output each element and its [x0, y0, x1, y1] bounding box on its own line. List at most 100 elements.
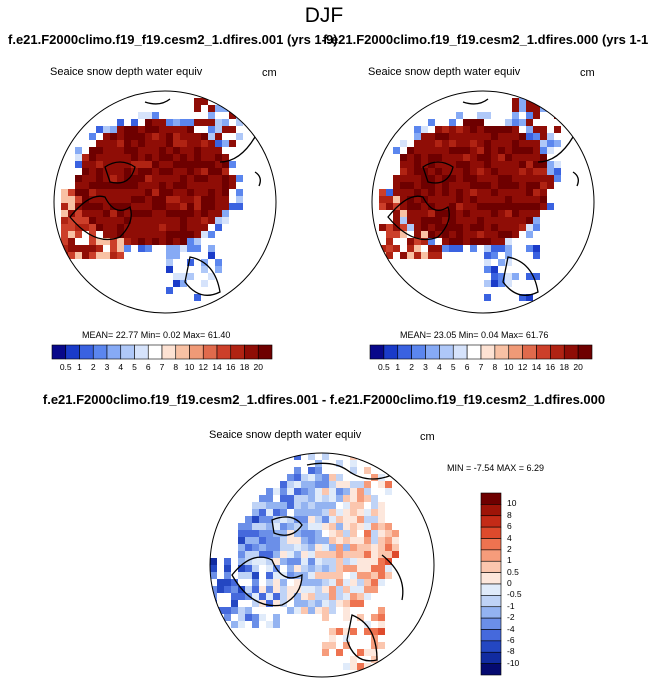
map-cell [89, 231, 96, 238]
map-cell [470, 196, 477, 203]
map-cell [124, 231, 131, 238]
map-cell [82, 210, 89, 217]
map-cell [224, 579, 231, 586]
map-cell [329, 488, 336, 495]
map-cell [386, 203, 393, 210]
map-cell [236, 203, 243, 210]
map-cell [287, 607, 294, 614]
map-cell [96, 126, 103, 133]
map-cell [378, 607, 385, 614]
map-cell [131, 182, 138, 189]
map-cell [491, 175, 498, 182]
map-cell [252, 516, 259, 523]
map-cell [152, 210, 159, 217]
map-cell [238, 593, 245, 600]
map-cell [421, 189, 428, 196]
map-cell [414, 161, 421, 168]
map-cell [110, 126, 117, 133]
map-cell [386, 224, 393, 231]
map-cell [173, 140, 180, 147]
map-cell [456, 175, 463, 182]
map-cell [393, 175, 400, 182]
map-cell [166, 161, 173, 168]
map-cell [428, 252, 435, 259]
map-cell [484, 112, 491, 119]
map-cell [145, 168, 152, 175]
map-cell [194, 217, 201, 224]
map-cell [238, 607, 245, 614]
coastline [346, 614, 378, 662]
map-cell [152, 189, 159, 196]
map-cell [357, 516, 364, 523]
map-cell [159, 133, 166, 140]
map-cell [238, 558, 245, 565]
map-cell [315, 488, 322, 495]
map-cell [194, 238, 201, 245]
map-cell [491, 210, 498, 217]
map-cell [201, 147, 208, 154]
map-cell [343, 523, 350, 530]
map-cell [393, 147, 400, 154]
map-cell [350, 656, 357, 663]
panel-1-colorbar-tick-label: 14 [212, 362, 222, 372]
map-cell [166, 266, 173, 273]
map-cell [166, 196, 173, 203]
map-cell [110, 147, 117, 154]
map-cell [210, 586, 217, 593]
coastline [144, 98, 171, 105]
map-cell [470, 119, 477, 126]
map-cell [287, 551, 294, 558]
map-cell [505, 126, 512, 133]
map-cell [301, 565, 308, 572]
map-cell [138, 224, 145, 231]
map-cell [512, 98, 519, 105]
map-cell [505, 273, 512, 280]
coastline [462, 98, 489, 105]
map-cell [470, 154, 477, 161]
map-cell [378, 663, 385, 670]
map-cell [201, 182, 208, 189]
map-cell [357, 488, 364, 495]
map-cell [350, 593, 357, 600]
map-cell [343, 544, 350, 551]
difference-units-label: cm [420, 431, 435, 443]
map-cell [166, 133, 173, 140]
map-cell [308, 495, 315, 502]
map-cell [357, 537, 364, 544]
map-cell [138, 231, 145, 238]
map-cell [138, 196, 145, 203]
map-cell [526, 112, 533, 119]
map-cell [308, 453, 315, 460]
map-cell [329, 495, 336, 502]
map-cell [273, 621, 280, 628]
map-cell [166, 238, 173, 245]
map-cell [215, 175, 222, 182]
map-cell [442, 140, 449, 147]
map-cell [287, 593, 294, 600]
map-cell [456, 126, 463, 133]
map-cell [526, 182, 533, 189]
map-cell [208, 119, 215, 126]
map-cell [540, 98, 547, 105]
map-cell [166, 259, 173, 266]
map-cell [350, 509, 357, 516]
map-cell [173, 203, 180, 210]
map-cell [308, 516, 315, 523]
map-cell [138, 245, 145, 252]
map-cell [159, 210, 166, 217]
map-cell [343, 663, 350, 670]
map-cell [208, 147, 215, 154]
map-cell [89, 189, 96, 196]
map-cell [315, 495, 322, 502]
map-cell [477, 154, 484, 161]
map-cell [505, 280, 512, 287]
panel-1-colorbar-tick-label: 12 [198, 362, 208, 372]
map-cell [208, 203, 215, 210]
map-cell [238, 530, 245, 537]
map-cell [350, 495, 357, 502]
panel-2-polar-map [379, 98, 579, 301]
map-cell [463, 154, 470, 161]
map-cell [159, 126, 166, 133]
map-cell [138, 189, 145, 196]
map-cell [201, 175, 208, 182]
